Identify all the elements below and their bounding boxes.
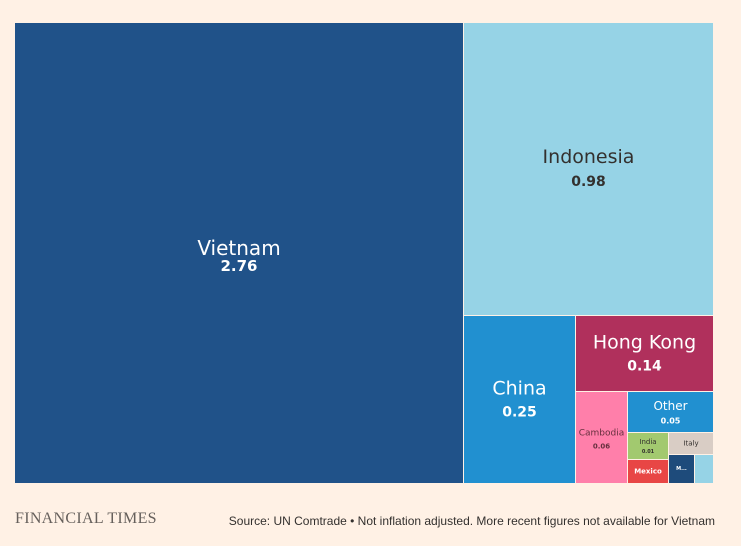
tile-value-indonesia: 0.98 xyxy=(571,174,606,190)
tile-rect-vietnam xyxy=(15,23,463,483)
tile-name-other: Other xyxy=(653,399,687,413)
tile-rect-china xyxy=(464,316,575,483)
tile-name-hong-kong: Hong Kong xyxy=(593,332,696,354)
source-note: Source: UN Comtrade • Not inflation adju… xyxy=(228,514,715,528)
tile-india: India 0.01 xyxy=(628,433,668,459)
tile-name-m: M... xyxy=(676,466,687,472)
tile-name-china: China xyxy=(492,378,546,400)
tile-name-italy: Italy xyxy=(683,440,698,448)
tile-rect-india xyxy=(628,433,668,459)
tile-other: Other 0.05 xyxy=(628,392,713,432)
tile-rect-cambodia xyxy=(576,392,627,483)
tile-china: China 0.25 xyxy=(464,316,575,483)
tile-value-india: 0.01 xyxy=(642,449,655,455)
tile-name-mexico: Mexico xyxy=(634,468,662,476)
tile-rect-hong-kong xyxy=(576,316,713,391)
tile-value-cambodia: 0.06 xyxy=(593,443,610,451)
tile-rect-other xyxy=(628,392,713,432)
tile-name-vietnam: Vietnam xyxy=(197,236,280,260)
tile-value-vietnam: 2.76 xyxy=(220,257,257,275)
tile-italy: Italy xyxy=(669,433,713,454)
tile-unlabelled xyxy=(695,455,713,483)
tile-value-hong-kong: 0.14 xyxy=(627,359,662,375)
tile-value-china: 0.25 xyxy=(502,405,537,421)
tile-rect-unlabelled xyxy=(695,455,713,483)
tile-value-other: 0.05 xyxy=(661,417,681,426)
tile-rect-m xyxy=(669,455,694,483)
tile-m: M... xyxy=(669,455,694,483)
tile-indonesia: Indonesia 0.98 xyxy=(464,23,713,315)
tile-name-cambodia: Cambodia xyxy=(579,429,625,439)
ft-logo: FINANCIAL TIMES xyxy=(15,510,157,527)
tile-name-indonesia: Indonesia xyxy=(543,146,635,168)
tile-name-india: India xyxy=(639,438,656,446)
tile-rect-mexico xyxy=(628,460,668,483)
tile-rect-italy xyxy=(669,433,713,454)
tile-hong-kong: Hong Kong 0.14 xyxy=(576,316,713,391)
tile-rect-indonesia xyxy=(464,23,713,315)
tile-mexico: Mexico xyxy=(628,460,668,483)
tile-cambodia: Cambodia 0.06 xyxy=(576,392,627,483)
